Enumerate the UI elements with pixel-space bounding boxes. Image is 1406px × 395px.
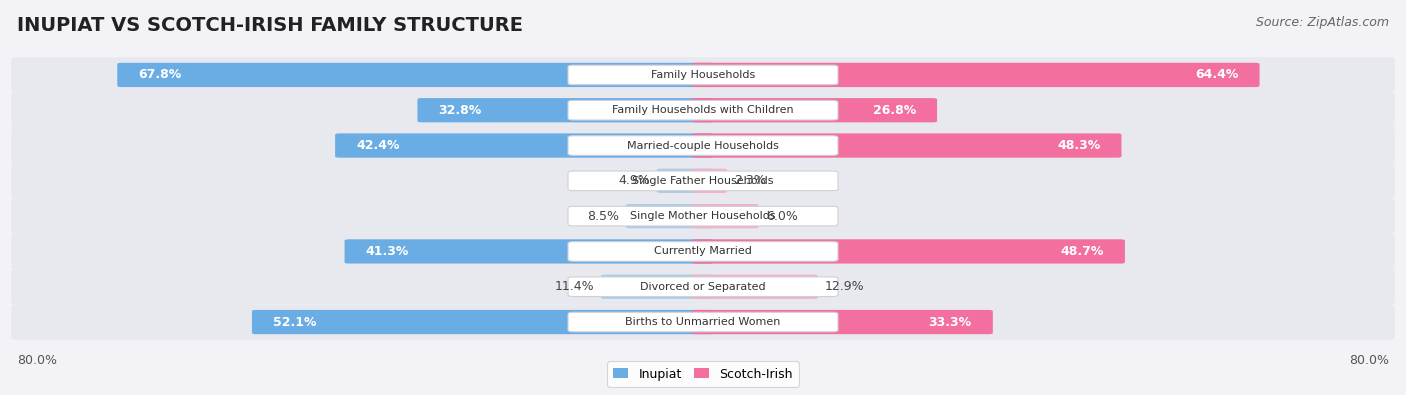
Text: 33.3%: 33.3% [928, 316, 972, 329]
Text: Family Households with Children: Family Households with Children [612, 105, 794, 115]
Text: Births to Unmarried Women: Births to Unmarried Women [626, 317, 780, 327]
FancyBboxPatch shape [418, 98, 714, 122]
Text: 48.7%: 48.7% [1060, 245, 1104, 258]
FancyBboxPatch shape [11, 128, 1395, 163]
Text: 2.3%: 2.3% [734, 174, 766, 187]
Text: 6.0%: 6.0% [766, 210, 797, 223]
FancyBboxPatch shape [657, 169, 714, 193]
FancyBboxPatch shape [692, 204, 759, 228]
FancyBboxPatch shape [568, 171, 838, 191]
Text: Currently Married: Currently Married [654, 246, 752, 256]
Text: 12.9%: 12.9% [825, 280, 865, 293]
FancyBboxPatch shape [11, 269, 1395, 305]
FancyBboxPatch shape [11, 92, 1395, 128]
FancyBboxPatch shape [335, 134, 714, 158]
FancyBboxPatch shape [692, 63, 1260, 87]
Text: 52.1%: 52.1% [273, 316, 316, 329]
Text: Single Father Households: Single Father Households [633, 176, 773, 186]
Text: Source: ZipAtlas.com: Source: ZipAtlas.com [1256, 16, 1389, 29]
Text: Single Mother Households: Single Mother Households [630, 211, 776, 221]
Text: 8.5%: 8.5% [586, 210, 619, 223]
FancyBboxPatch shape [692, 275, 818, 299]
FancyBboxPatch shape [568, 242, 838, 261]
FancyBboxPatch shape [11, 163, 1395, 198]
Text: 48.3%: 48.3% [1057, 139, 1101, 152]
Text: 80.0%: 80.0% [1350, 354, 1389, 367]
FancyBboxPatch shape [11, 57, 1395, 92]
Text: Family Households: Family Households [651, 70, 755, 80]
FancyBboxPatch shape [568, 206, 838, 226]
FancyBboxPatch shape [344, 239, 714, 263]
FancyBboxPatch shape [692, 239, 1125, 263]
FancyBboxPatch shape [692, 98, 936, 122]
FancyBboxPatch shape [692, 310, 993, 334]
Text: Married-couple Households: Married-couple Households [627, 141, 779, 150]
Text: 26.8%: 26.8% [873, 104, 915, 117]
FancyBboxPatch shape [692, 134, 1122, 158]
Text: 64.4%: 64.4% [1195, 68, 1239, 81]
FancyBboxPatch shape [568, 136, 838, 155]
Text: 41.3%: 41.3% [366, 245, 409, 258]
FancyBboxPatch shape [600, 275, 714, 299]
FancyBboxPatch shape [626, 204, 714, 228]
Text: 11.4%: 11.4% [554, 280, 593, 293]
FancyBboxPatch shape [568, 100, 838, 120]
FancyBboxPatch shape [252, 310, 714, 334]
FancyBboxPatch shape [11, 305, 1395, 340]
FancyBboxPatch shape [568, 312, 838, 332]
Text: INUPIAT VS SCOTCH-IRISH FAMILY STRUCTURE: INUPIAT VS SCOTCH-IRISH FAMILY STRUCTURE [17, 16, 523, 35]
FancyBboxPatch shape [568, 277, 838, 297]
Text: 4.9%: 4.9% [619, 174, 650, 187]
FancyBboxPatch shape [117, 63, 714, 87]
Text: 67.8%: 67.8% [138, 68, 181, 81]
Legend: Inupiat, Scotch-Irish: Inupiat, Scotch-Irish [607, 361, 799, 387]
Text: Divorced or Separated: Divorced or Separated [640, 282, 766, 292]
Text: 32.8%: 32.8% [439, 104, 482, 117]
Text: 42.4%: 42.4% [356, 139, 399, 152]
FancyBboxPatch shape [11, 198, 1395, 234]
Text: 80.0%: 80.0% [17, 354, 56, 367]
FancyBboxPatch shape [11, 234, 1395, 269]
FancyBboxPatch shape [692, 169, 727, 193]
FancyBboxPatch shape [568, 65, 838, 85]
